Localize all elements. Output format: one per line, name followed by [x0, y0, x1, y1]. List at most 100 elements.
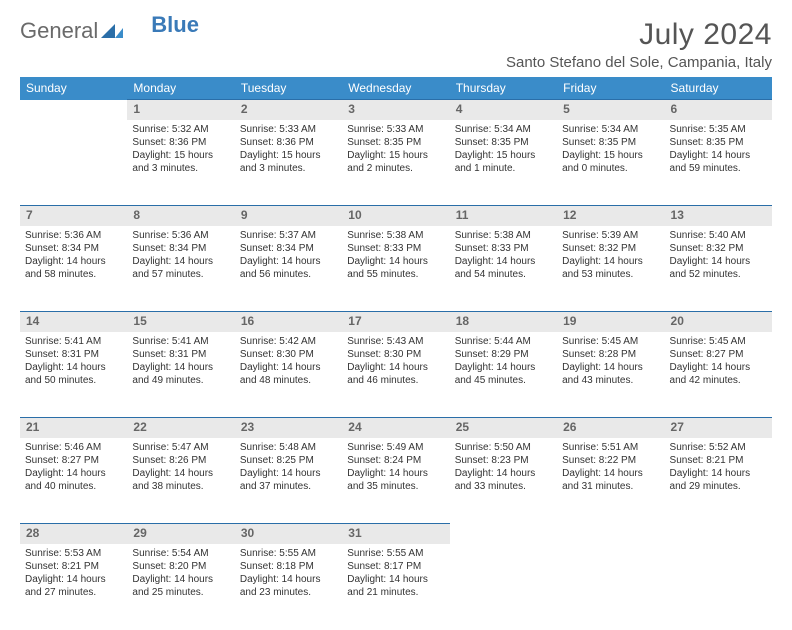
day-number: [20, 100, 127, 120]
sunset-text: Sunset: 8:34 PM: [240, 242, 337, 255]
daylight-text: Daylight: 14 hours: [455, 467, 552, 480]
sunset-text: Sunset: 8:25 PM: [240, 454, 337, 467]
daylight-text: Daylight: 14 hours: [240, 255, 337, 268]
day-number-row: 123456: [20, 100, 772, 120]
day-number-row: 21222324252627: [20, 418, 772, 438]
daylight-text: Daylight: 14 hours: [670, 255, 767, 268]
day-number: 20: [665, 312, 772, 332]
daylight-text: Daylight: 14 hours: [562, 361, 659, 374]
sunset-text: Sunset: 8:26 PM: [132, 454, 229, 467]
sunrise-text: Sunrise: 5:34 AM: [455, 123, 552, 136]
logo: General Blue: [20, 18, 199, 44]
daylight-text: Daylight: 14 hours: [455, 255, 552, 268]
day-cell: Sunrise: 5:32 AMSunset: 8:36 PMDaylight:…: [127, 120, 234, 206]
daylight-text: Daylight: 14 hours: [240, 361, 337, 374]
daylight-text: Daylight: 14 hours: [25, 255, 122, 268]
day-cell: Sunrise: 5:53 AMSunset: 8:21 PMDaylight:…: [20, 544, 127, 630]
day-number: 25: [450, 418, 557, 438]
sunset-text: Sunset: 8:31 PM: [25, 348, 122, 361]
sunrise-text: Sunrise: 5:34 AM: [562, 123, 659, 136]
weekday-header: Monday: [127, 77, 234, 100]
day-number: 2: [235, 100, 342, 120]
daylight-text: Daylight: 14 hours: [562, 467, 659, 480]
daylight-text: and 54 minutes.: [455, 268, 552, 281]
day-cell: Sunrise: 5:55 AMSunset: 8:18 PMDaylight:…: [235, 544, 342, 630]
day-cell: Sunrise: 5:34 AMSunset: 8:35 PMDaylight:…: [450, 120, 557, 206]
day-number: 29: [127, 524, 234, 544]
day-cell: Sunrise: 5:45 AMSunset: 8:27 PMDaylight:…: [665, 332, 772, 418]
day-cell: Sunrise: 5:54 AMSunset: 8:20 PMDaylight:…: [127, 544, 234, 630]
daylight-text: and 50 minutes.: [25, 374, 122, 387]
sunrise-text: Sunrise: 5:33 AM: [347, 123, 444, 136]
day-cell: Sunrise: 5:33 AMSunset: 8:36 PMDaylight:…: [235, 120, 342, 206]
day-cell: Sunrise: 5:38 AMSunset: 8:33 PMDaylight:…: [450, 226, 557, 312]
sunrise-text: Sunrise: 5:38 AM: [455, 229, 552, 242]
sunrise-text: Sunrise: 5:37 AM: [240, 229, 337, 242]
daylight-text: Daylight: 14 hours: [347, 255, 444, 268]
daylight-text: Daylight: 14 hours: [670, 361, 767, 374]
sunset-text: Sunset: 8:36 PM: [132, 136, 229, 149]
day-number: 4: [450, 100, 557, 120]
day-number: 15: [127, 312, 234, 332]
sunrise-text: Sunrise: 5:39 AM: [562, 229, 659, 242]
sunrise-text: Sunrise: 5:49 AM: [347, 441, 444, 454]
sunset-text: Sunset: 8:21 PM: [670, 454, 767, 467]
day-cell: Sunrise: 5:55 AMSunset: 8:17 PMDaylight:…: [342, 544, 449, 630]
daylight-text: and 29 minutes.: [670, 480, 767, 493]
day-number: 24: [342, 418, 449, 438]
daylight-text: Daylight: 14 hours: [25, 361, 122, 374]
sunrise-text: Sunrise: 5:40 AM: [670, 229, 767, 242]
sunrise-text: Sunrise: 5:32 AM: [132, 123, 229, 136]
day-cell: Sunrise: 5:41 AMSunset: 8:31 PMDaylight:…: [20, 332, 127, 418]
weekday-header: Wednesday: [342, 77, 449, 100]
day-number: 10: [342, 206, 449, 226]
daylight-text: and 25 minutes.: [132, 586, 229, 599]
day-data-row: Sunrise: 5:41 AMSunset: 8:31 PMDaylight:…: [20, 332, 772, 418]
daylight-text: Daylight: 14 hours: [347, 573, 444, 586]
sunset-text: Sunset: 8:27 PM: [670, 348, 767, 361]
weekday-header: Thursday: [450, 77, 557, 100]
daylight-text: and 45 minutes.: [455, 374, 552, 387]
logo-mark-icon: [101, 24, 123, 38]
daylight-text: and 33 minutes.: [455, 480, 552, 493]
day-cell: Sunrise: 5:45 AMSunset: 8:28 PMDaylight:…: [557, 332, 664, 418]
sunset-text: Sunset: 8:30 PM: [347, 348, 444, 361]
day-data-row: Sunrise: 5:46 AMSunset: 8:27 PMDaylight:…: [20, 438, 772, 524]
daylight-text: Daylight: 14 hours: [132, 255, 229, 268]
sunrise-text: Sunrise: 5:45 AM: [670, 335, 767, 348]
sunrise-text: Sunrise: 5:47 AM: [132, 441, 229, 454]
day-cell: [557, 544, 664, 630]
day-number: 16: [235, 312, 342, 332]
day-number: 21: [20, 418, 127, 438]
daylight-text: and 35 minutes.: [347, 480, 444, 493]
daylight-text: Daylight: 14 hours: [455, 361, 552, 374]
day-number: 8: [127, 206, 234, 226]
day-cell: Sunrise: 5:50 AMSunset: 8:23 PMDaylight:…: [450, 438, 557, 524]
daylight-text: Daylight: 14 hours: [347, 467, 444, 480]
day-cell: Sunrise: 5:42 AMSunset: 8:30 PMDaylight:…: [235, 332, 342, 418]
sunrise-text: Sunrise: 5:45 AM: [562, 335, 659, 348]
sunset-text: Sunset: 8:29 PM: [455, 348, 552, 361]
day-number: 1: [127, 100, 234, 120]
sunrise-text: Sunrise: 5:46 AM: [25, 441, 122, 454]
daylight-text: Daylight: 14 hours: [132, 573, 229, 586]
day-cell: Sunrise: 5:39 AMSunset: 8:32 PMDaylight:…: [557, 226, 664, 312]
day-number: [665, 524, 772, 544]
day-cell: Sunrise: 5:49 AMSunset: 8:24 PMDaylight:…: [342, 438, 449, 524]
location: Santo Stefano del Sole, Campania, Italy: [506, 54, 772, 71]
daylight-text: and 0 minutes.: [562, 162, 659, 175]
sunset-text: Sunset: 8:33 PM: [455, 242, 552, 255]
day-number: 11: [450, 206, 557, 226]
day-number: 18: [450, 312, 557, 332]
day-number: 26: [557, 418, 664, 438]
sunset-text: Sunset: 8:35 PM: [455, 136, 552, 149]
sunset-text: Sunset: 8:28 PM: [562, 348, 659, 361]
day-number: 6: [665, 100, 772, 120]
logo-text-2: Blue: [151, 12, 199, 38]
header: General Blue July 2024 Santo Stefano del…: [20, 18, 772, 71]
day-number: 9: [235, 206, 342, 226]
daylight-text: Daylight: 15 hours: [455, 149, 552, 162]
sunset-text: Sunset: 8:18 PM: [240, 560, 337, 573]
daylight-text: and 55 minutes.: [347, 268, 444, 281]
sunset-text: Sunset: 8:21 PM: [25, 560, 122, 573]
